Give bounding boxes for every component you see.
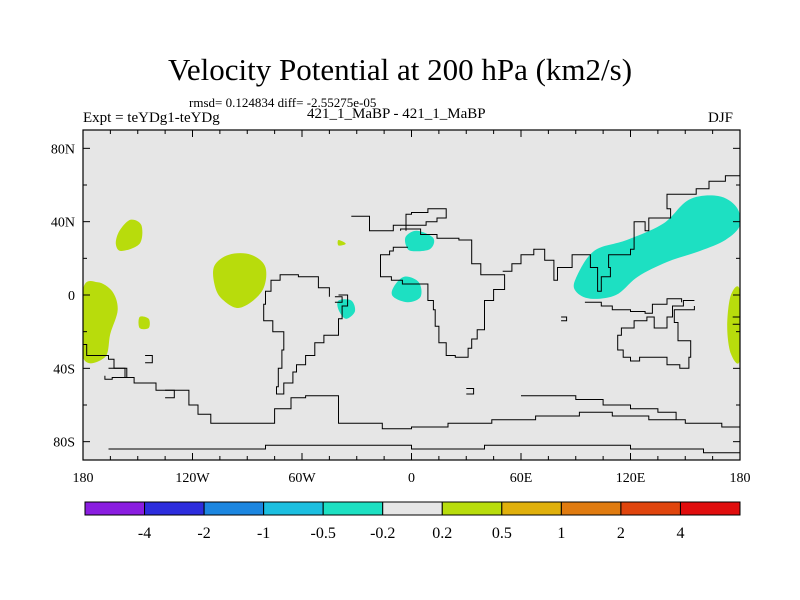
colorbar-swatch <box>322 501 384 516</box>
case-comparison-label: 421_1_MaBP - 421_1_MaBP <box>307 106 486 122</box>
x-tick-label: 180 <box>730 471 751 486</box>
x-tick-label: 0 <box>408 471 415 486</box>
anomaly-regions <box>83 195 740 364</box>
positive-anomaly-small-south-pacific <box>138 316 150 330</box>
coastline-segment <box>145 355 153 364</box>
colorbar-swatch <box>84 501 146 516</box>
coastline-segment <box>584 298 683 314</box>
colorbar-label: 0.5 <box>492 525 512 542</box>
positive-anomaly-east-pacific-north <box>115 219 143 251</box>
positive-anomaly-small-atlantic <box>337 239 346 246</box>
colorbar-label: -0.5 <box>311 525 336 542</box>
y-tick-label: 40S <box>53 362 75 377</box>
coastline-segment <box>732 316 740 325</box>
coastline-segment <box>165 389 175 399</box>
y-tick-label: 80S <box>53 436 75 451</box>
coastline-segment <box>104 367 128 380</box>
positive-anomaly-west-edge <box>83 281 118 364</box>
coastline-segment <box>380 228 506 358</box>
coastline-segment <box>334 296 343 303</box>
chart-title: Velocity Potential at 200 hPa (km2/s) <box>167 52 633 87</box>
y-tick-label: 0 <box>68 289 75 304</box>
x-tick-label: 120E <box>616 471 646 486</box>
axis-ticks: 180 120W 60W 0 60E 120E 180 80N 40N 0 40S 80S <box>51 130 751 486</box>
coastline-segment <box>617 300 695 369</box>
x-tick-label: 180 <box>73 471 94 486</box>
negative-anomaly-west-pacific <box>573 195 740 299</box>
x-tick-label: 120W <box>175 471 210 486</box>
y-tick-label: 40N <box>51 216 75 231</box>
positive-anomaly-central-pacific <box>213 253 267 308</box>
rmsd-stats-label: rmsd= 0.124834 diff= -2.55275e-05 <box>189 95 377 110</box>
colorbar-label: -4 <box>138 525 151 542</box>
colorbar-swatch <box>441 501 503 516</box>
season-label: DJF <box>708 110 734 126</box>
coastline-segment <box>561 316 568 322</box>
coastline-segment <box>351 208 447 232</box>
x-tick-label: 60W <box>288 471 316 486</box>
colorbar-label: 0.2 <box>432 525 452 542</box>
positive-anomaly-east-edge <box>727 286 740 364</box>
colorbar-label: 4 <box>676 525 684 542</box>
colorbar-swatch <box>203 501 265 516</box>
y-tick-label: 80N <box>51 142 75 157</box>
x-tick-label: 60E <box>510 471 533 486</box>
colorbar-swatch <box>620 501 681 516</box>
coastline-segment <box>263 274 349 395</box>
colorbar-label: -0.2 <box>370 525 395 542</box>
negative-anomaly-mediterranean <box>404 230 435 252</box>
colorbar-label: -1 <box>257 525 270 542</box>
colorbar-swatch <box>263 501 324 516</box>
colorbar-swatch <box>501 501 562 516</box>
colorbar-swatch <box>144 501 205 516</box>
colorbar-label: 1 <box>557 525 565 542</box>
experiment-label: Expt = teYDg1-teYDg <box>83 110 220 126</box>
coastline-segment <box>83 344 740 442</box>
coastline-segment <box>108 444 740 454</box>
coastline-segment <box>466 388 475 395</box>
colorbar-swatch <box>679 501 741 516</box>
negative-anomaly-africa <box>391 276 422 303</box>
coastline-segment <box>521 395 677 420</box>
colorbar-label: -2 <box>197 525 210 542</box>
colorbar-label: 2 <box>617 525 625 542</box>
colorbar-swatch <box>560 501 622 516</box>
colorbar: -4 -2 -1 -0.5 -0.2 0.2 0.5 1 2 4 <box>84 501 741 542</box>
coastline-layer <box>83 174 740 454</box>
colorbar-swatch <box>382 501 443 516</box>
coastline-segment <box>502 174 740 292</box>
